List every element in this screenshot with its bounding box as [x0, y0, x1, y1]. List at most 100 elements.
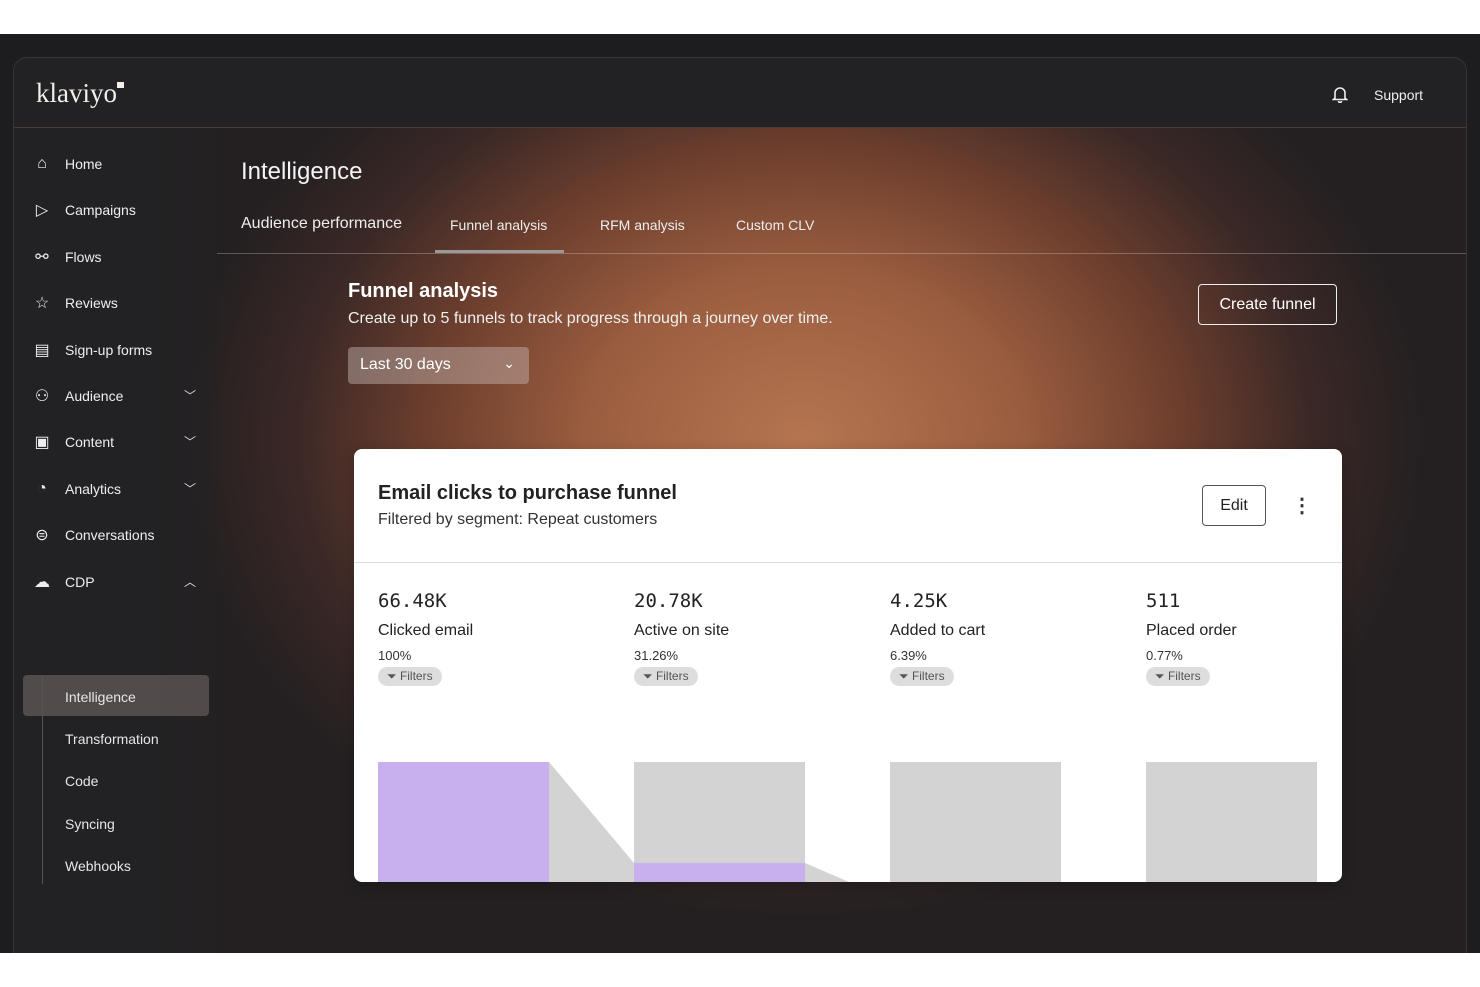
sidebar-item-label: Analytics [65, 480, 122, 497]
sidebar-subitem-code[interactable]: Code [65, 773, 99, 789]
filter-icon: ⏷ [643, 669, 656, 683]
date-range-value: Last 30 days [360, 356, 451, 373]
filters-chip[interactable]: ⏷ Filters [1146, 667, 1210, 686]
filters-label: Filters [399, 669, 433, 683]
sidebar-item-flows[interactable]: ⚯ Flows [32, 245, 102, 269]
tab-divider [217, 253, 1466, 254]
bar-background [634, 762, 805, 882]
sidebar-item-label: Campaigns [65, 202, 136, 219]
filters-label: Filters [655, 669, 689, 683]
sidebar-item-audience[interactable]: ⚇ Audience [32, 384, 124, 408]
sidebar-subitem-intelligence[interactable]: Intelligence [65, 689, 136, 705]
step-count: 511 [1146, 590, 1181, 612]
logo-flag-icon [117, 82, 124, 88]
step-label: Clicked email [378, 622, 474, 639]
send-icon: ▷ [35, 202, 49, 220]
home-icon: ⌂ [37, 155, 47, 172]
bell-icon[interactable] [1332, 85, 1348, 103]
filter-icon: ⏷ [387, 669, 400, 683]
sidebar-item-label: Reviews [65, 295, 118, 312]
chevron-up-icon[interactable]: ︿ [184, 574, 197, 589]
section-description: Create up to 5 funnels to track progress… [348, 310, 833, 327]
card-divider [354, 562, 1342, 563]
sidebar-item-content[interactable]: ▣ Content [32, 430, 114, 454]
step-label: Added to cart [890, 622, 986, 639]
active-item-highlight [23, 675, 209, 716]
sidebar-item-label: Home [65, 156, 103, 172]
page-title: Intelligence [241, 158, 363, 185]
tab-audience-performance[interactable]: Audience performance [241, 215, 402, 232]
filter-icon: ⏷ [899, 669, 912, 683]
dropoff-connector [549, 762, 634, 882]
sidebar-subitem-transformation[interactable]: Transformation [65, 731, 159, 747]
sidebar-item-reviews[interactable]: ☆ Reviews [32, 291, 118, 315]
sidebar-subitem-syncing[interactable]: Syncing [65, 816, 115, 832]
funnel-step: 4.25K Added to cart 6.39% ⏷ Filters [890, 590, 985, 686]
sidebar-item-label: Conversations [65, 527, 155, 544]
chevron-down-icon[interactable]: ﹀ [184, 435, 197, 450]
step-count: 4.25K [890, 590, 948, 612]
sidebar-item-label: Audience [65, 388, 124, 404]
bar-converted[interactable] [378, 762, 549, 882]
sidebar-item-conversations[interactable]: ⊜ Conversations [32, 523, 155, 547]
sidebar-item-campaigns[interactable]: ▷ Campaigns [32, 198, 136, 222]
app-window: klaviyo Support ⌂ Home ▷ Campaigns ⚯ Flows ☆ Re… [13, 57, 1467, 953]
submenu-guide-line [42, 676, 43, 884]
step-label: Active on site [634, 622, 730, 639]
chevron-down-icon[interactable]: ﹀ [184, 389, 197, 403]
sidebar-item-sign-up-forms[interactable]: ▤ Sign-up forms [32, 338, 152, 362]
tab-custom-clv[interactable]: Custom CLV [736, 217, 815, 233]
analytics-icon: ◔ [37, 479, 47, 497]
audience-icon: ⚇ [34, 388, 50, 405]
top-bar: klaviyo Support [14, 58, 1466, 128]
flows-icon: ⚯ [35, 248, 49, 266]
tab-rfm-analysis[interactable]: RFM analysis [600, 217, 685, 233]
support-link[interactable]: Support [1374, 87, 1424, 103]
step-percent: 0.77% [1146, 648, 1183, 663]
step-count: 20.78K [634, 590, 703, 612]
filters-chip[interactable]: ⏷ Filters [634, 667, 698, 686]
funnel-step: 511 Placed order 0.77% ⏷ Filters [1146, 590, 1237, 686]
app-frame: klaviyo Support ⌂ Home ▷ Campaigns ⚯ Flows ☆ Re… [0, 34, 1480, 953]
sidebar-item-label: Sign-up forms [65, 341, 153, 358]
logo-text: klaviyo [36, 78, 117, 108]
more-options-icon[interactable]: ⋮ [1292, 495, 1312, 517]
tab-funnel-analysis[interactable]: Funnel analysis [450, 217, 548, 233]
step-percent: 31.26% [634, 648, 679, 663]
edit-button[interactable]: Edit [1202, 485, 1266, 526]
bar-converted[interactable] [634, 863, 805, 882]
sidebar-item-analytics[interactable]: ◔ Analytics [32, 477, 121, 501]
funnel-title: Email clicks to purchase funnel [378, 482, 677, 504]
dropoff-connector [805, 863, 850, 882]
funnel-step: 66.48K Clicked email 100% ⏷ Filters [378, 590, 473, 686]
funnel-card: Email clicks to purchase funnel Filtered… [354, 449, 1342, 882]
sidebar-subitem-webhooks[interactable]: Webhooks [65, 858, 131, 874]
bar-background [1146, 762, 1317, 882]
filters-chip[interactable]: ⏷ Filters [890, 667, 954, 686]
sidebar: ⌂ Home ▷ Campaigns ⚯ Flows ☆ Reviews ▤ Sign-up fo… [14, 128, 219, 953]
form-icon: ▤ [34, 341, 50, 359]
step-label: Placed order [1146, 622, 1237, 639]
cloud-icon: ☁ [34, 573, 50, 591]
section-title: Funnel analysis [348, 280, 499, 302]
star-icon: ☆ [34, 295, 50, 313]
filters-label: Filters [911, 669, 945, 683]
funnel-chart [378, 762, 1317, 882]
active-tab-indicator [435, 250, 564, 253]
chevron-down-icon[interactable]: ﹀ [184, 481, 197, 496]
step-percent: 100% [378, 648, 412, 663]
sidebar-item-cdp[interactable]: ☁ CDP [32, 570, 95, 594]
chevron-down-icon: ⌄ [503, 355, 515, 371]
sidebar-item-home[interactable]: ⌂ Home [32, 152, 102, 176]
sidebar-item-label: Content [65, 434, 115, 451]
funnel-subtitle: Filtered by segment: Repeat customers [378, 511, 658, 528]
step-percent: 6.39% [890, 648, 927, 663]
content-icon: ▣ [34, 434, 50, 452]
filter-icon: ⏷ [1155, 669, 1168, 683]
bar-background [890, 762, 1061, 882]
klaviyo-logo[interactable]: klaviyo [36, 78, 124, 109]
sidebar-item-label: Flows [65, 248, 102, 265]
date-range-select[interactable]: Last 30 days ⌄ [348, 347, 529, 384]
create-funnel-button[interactable]: Create funnel [1198, 284, 1337, 325]
filters-chip[interactable]: ⏷ Filters [378, 667, 442, 686]
